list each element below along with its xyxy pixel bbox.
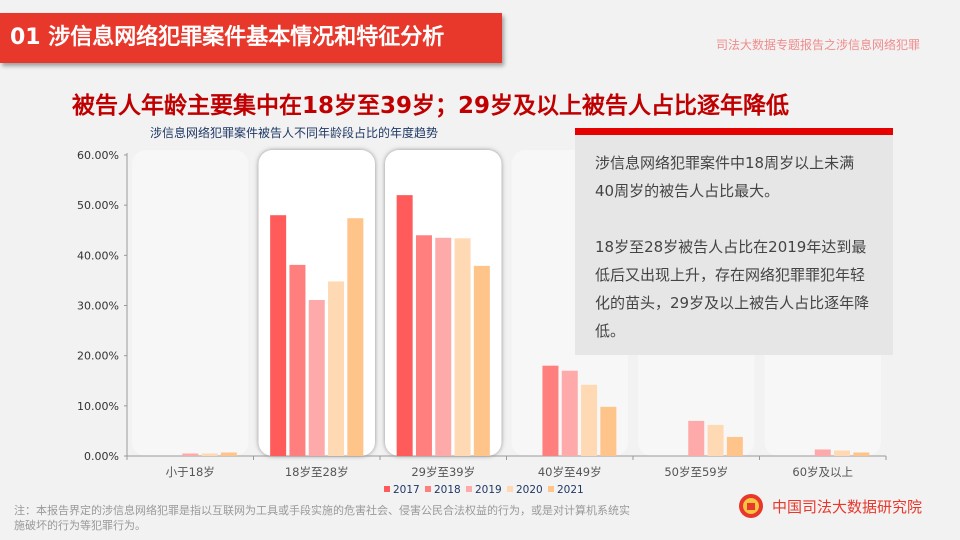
panel-paragraph-2: 18岁至28岁被告人占比在2019年达到最低后又出现上升，存在网络犯罪罪犯年轻化… — [595, 238, 870, 340]
bar-2021 — [220, 452, 237, 456]
bar-2020 — [454, 238, 471, 456]
y-tick-label: 10.00% — [77, 400, 119, 413]
panel-paragraph-1: 涉信息网络犯罪案件中18周岁以上未满40周岁的被告人占比最大。 — [595, 154, 855, 200]
bar-2019 — [182, 453, 199, 456]
x-tick-label: 40岁至49岁 — [538, 465, 602, 479]
logo: 中国司法大数据研究院 — [738, 493, 922, 519]
bar-2021 — [600, 406, 617, 456]
x-tick-label: 50岁至59岁 — [664, 465, 728, 479]
court-emblem-icon — [739, 494, 763, 518]
logo-text: 中国司法大数据研究院 — [772, 497, 923, 516]
bar-2019 — [308, 299, 325, 456]
bar-2018 — [542, 365, 559, 456]
bar-2017 — [396, 195, 413, 456]
summary-panel: 涉信息网络犯罪案件中18周岁以上未满40周岁的被告人占比最大。 18岁至28岁被… — [575, 128, 893, 355]
legend-swatch-2018 — [425, 486, 431, 492]
bar-2020 — [201, 453, 218, 456]
bar-2021 — [473, 265, 490, 456]
y-tick-label: 0.00% — [84, 450, 119, 463]
bar-2019 — [688, 420, 705, 456]
y-tick-label: 60.00% — [77, 149, 119, 162]
bar-2019 — [435, 237, 452, 456]
legend-label-2018: 2018 — [434, 484, 461, 496]
legend-label-2017: 2017 — [393, 484, 420, 496]
bar-2019 — [814, 449, 831, 456]
chart-title: 涉信息网络犯罪案件被告人不同年龄段占比的年度趋势 — [150, 126, 439, 140]
panel-accent-bar — [575, 128, 893, 135]
legend-label-2021: 2021 — [557, 484, 584, 496]
x-tick-label: 小于18岁 — [166, 465, 215, 479]
x-tick-label: 29岁至39岁 — [411, 465, 475, 479]
x-tick-label: 60岁及以上 — [792, 465, 853, 479]
legend-swatch-2019 — [466, 486, 472, 492]
section-title: 01 涉信息网络犯罪案件基本情况和特征分析 — [0, 13, 502, 63]
legend-label-2019: 2019 — [475, 484, 502, 496]
footnote: 注：本报告界定的涉信息网络犯罪是指以互联网为工具或手段实施的危害社会、侵害公民合… — [14, 504, 630, 532]
legend-swatch-2020 — [507, 486, 513, 492]
headline: 被告人年龄主要集中在18岁至39岁；29岁及以上被告人占比逐年降低 — [72, 93, 790, 119]
y-tick-label: 40.00% — [77, 249, 119, 262]
y-tick-label: 30.00% — [77, 300, 119, 313]
legend-label-2020: 2020 — [516, 484, 543, 496]
bar-2021 — [726, 436, 743, 456]
bar-2020 — [834, 450, 851, 456]
y-tick-label: 20.00% — [77, 350, 119, 363]
bar-2019 — [561, 370, 578, 456]
bar-2018 — [289, 264, 306, 456]
y-tick-label: 50.00% — [77, 199, 119, 212]
bar-2017 — [270, 215, 287, 456]
bar-2021 — [853, 452, 870, 456]
x-tick-label: 18岁至28岁 — [285, 465, 349, 479]
legend-swatch-2017 — [384, 486, 390, 492]
bar-2020 — [328, 281, 345, 456]
group-background — [132, 150, 249, 456]
bar-2020 — [707, 424, 724, 456]
legend-swatch-2021 — [548, 486, 554, 492]
bar-2021 — [347, 218, 364, 456]
brand-text: 司法大数据专题报告之涉信息网络犯罪 — [715, 38, 920, 52]
bar-2020 — [581, 384, 598, 456]
bar-2018 — [415, 235, 432, 456]
